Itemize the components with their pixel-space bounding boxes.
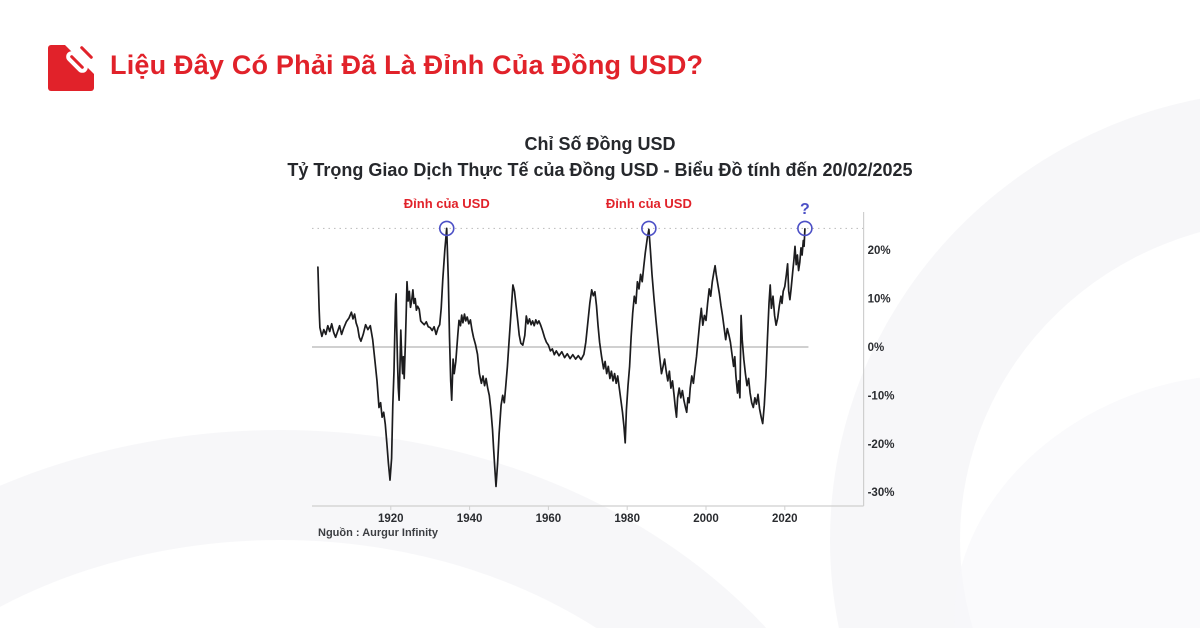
y-tick-label: 0% <box>868 342 885 354</box>
y-tick-label: -20% <box>868 439 895 451</box>
question-mark: ? <box>800 201 810 218</box>
x-tick-label: 2000 <box>693 513 719 525</box>
logo-stroke-bottom <box>66 51 88 73</box>
source-label: Nguồn : Aurgur Infinity <box>318 527 438 539</box>
x-tick-label: 2020 <box>772 513 798 525</box>
y-tick-label: -10% <box>868 390 895 402</box>
y-tick-label: 20% <box>868 245 891 257</box>
brand-logo <box>48 45 94 91</box>
x-tick-label: 1980 <box>614 513 640 525</box>
peak-marker-circle <box>438 220 455 237</box>
usd-series-line <box>317 227 806 488</box>
x-tick-label: 1920 <box>378 513 404 525</box>
peak-marker-circle <box>797 220 813 237</box>
x-tick-label: 1940 <box>457 513 483 525</box>
page-title: Liệu Đây Có Phải Đã Là Đỉnh Của Đồng USD… <box>110 50 704 80</box>
chart-title: Chỉ Số Đồng USD <box>524 134 676 154</box>
y-tick-label: 10% <box>868 294 891 306</box>
x-tick-label: 1960 <box>536 513 562 525</box>
logo-stroke-top <box>76 45 94 63</box>
peak-annotation-label: Đỉnh của USD <box>404 196 490 211</box>
peak-marker-circle <box>641 220 657 237</box>
chart-subtitle: Tỷ Trọng Giao Dịch Thực Tế của Đồng USD … <box>287 160 913 180</box>
peak-annotation-label: Đỉnh của USD <box>606 196 692 211</box>
y-tick-label: -30% <box>868 487 895 499</box>
chart-title-block: Chỉ Số Đồng USD Tỷ Trọng Giao Dịch Thực … <box>0 131 1200 183</box>
